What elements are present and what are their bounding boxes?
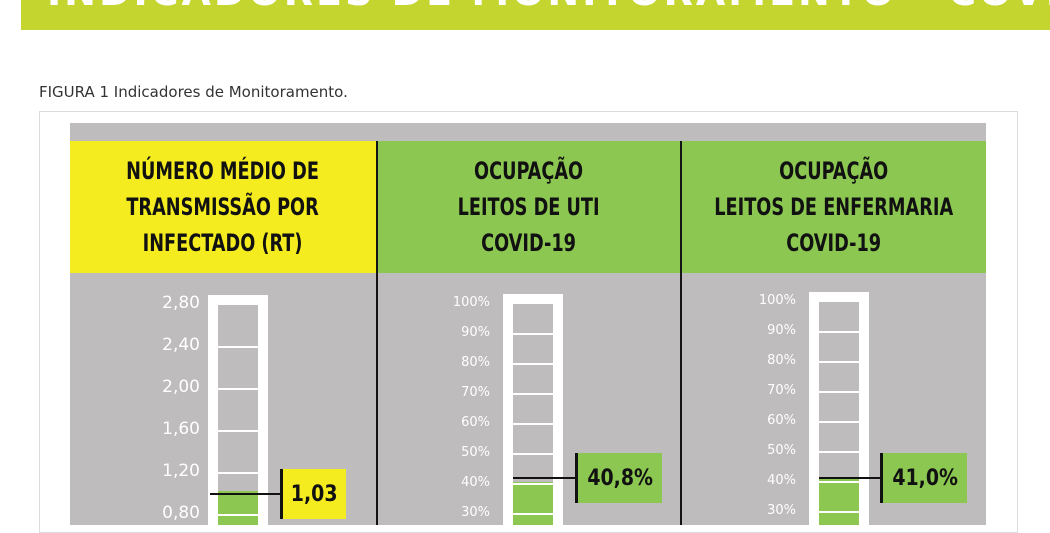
header-line: OCUPAÇÃO: [779, 157, 889, 185]
header-line: INFECTADO (RT): [143, 229, 303, 257]
header-line: NÚMERO MÉDIO DE: [126, 157, 320, 185]
gauge-tick-label: 70%: [767, 383, 796, 398]
gauge-value-label: 41,0%: [892, 465, 958, 491]
header-line: TRANSMISSÃO POR: [126, 193, 320, 221]
gauge-rung: [819, 361, 859, 363]
header-line: LEITOS DE ENFERMARIA: [714, 193, 954, 221]
banner-title: INDICADORES DE MONITORAMENTO - COVID-19 …: [47, 0, 1050, 14]
header-line: COVID-19: [481, 229, 577, 257]
gauge-value-box: 40,8%: [578, 453, 662, 503]
header-line: OCUPAÇÃO: [474, 157, 584, 185]
figure-caption: FIGURA 1 Indicadores de Monitoramento.: [39, 83, 348, 101]
gauge-fill: [218, 490, 258, 525]
gauge-inner: [218, 305, 258, 525]
gauge-tick-label: 30%: [767, 503, 796, 518]
gauge-rung: [513, 483, 553, 485]
gauge-pointer: [210, 493, 283, 495]
gauge-tick-label: 40%: [767, 473, 796, 488]
gauge-value-label: 1,03: [291, 481, 338, 507]
panel-enfermaria-header: OCUPAÇÃO LEITOS DE ENFERMARIA COVID-19: [682, 141, 986, 273]
gauge-tick-label: 80%: [461, 355, 490, 370]
gauge-rung: [513, 453, 553, 455]
gauge-tick-label: 1,20: [162, 461, 200, 481]
gauge-rung: [819, 331, 859, 333]
gauge-tick-label: 2,80: [162, 293, 200, 313]
gauge-rung: [218, 472, 258, 474]
panel-divider: [680, 141, 682, 525]
gauge-rung: [819, 451, 859, 453]
gauge-tick-label: 50%: [767, 443, 796, 458]
gauge-tick-label: 100%: [452, 295, 490, 310]
panel-divider: [376, 141, 378, 525]
gauge-tick-label: 30%: [461, 505, 490, 520]
gauge-pointer: [819, 477, 883, 479]
gauge-fill: [513, 481, 553, 525]
gauge-pointer: [513, 477, 578, 479]
gauge-tick-label: 2,40: [162, 335, 200, 355]
gauge-tick-label: 2,00: [162, 377, 200, 397]
panel-rt: NÚMERO MÉDIO DE TRANSMISSÃO POR INFECTAD…: [70, 141, 376, 525]
panel-rt-header: NÚMERO MÉDIO DE TRANSMISSÃO POR INFECTAD…: [70, 141, 376, 273]
gauge-tick-label: 60%: [767, 413, 796, 428]
gauge-rung: [218, 346, 258, 348]
gauge-rung: [819, 511, 859, 513]
header-line: LEITOS DE UTI: [457, 193, 600, 221]
page-banner: INDICADORES DE MONITORAMENTO - COVID-19 …: [21, 0, 1050, 30]
gauge-rung: [218, 388, 258, 390]
gauge-rung: [513, 423, 553, 425]
gauge-tick-label: 0,80: [162, 503, 200, 523]
gauge-rung: [819, 391, 859, 393]
gauge-value-label: 40,8%: [587, 465, 653, 491]
header-line: COVID-19: [786, 229, 882, 257]
gauge-value-box: 41,0%: [883, 453, 967, 503]
gauge-value-box: 1,03: [283, 469, 346, 519]
gauge-pointer-bar: [575, 453, 578, 503]
gauge-pointer-bar: [880, 453, 883, 503]
gauge-tick-label: 90%: [767, 323, 796, 338]
gauge-tick-label: 70%: [461, 385, 490, 400]
gauge-rung: [513, 363, 553, 365]
panel-uti: OCUPAÇÃO LEITOS DE UTI COVID-19: [378, 141, 680, 525]
panel-enfermaria: OCUPAÇÃO LEITOS DE ENFERMARIA COVID-19: [682, 141, 986, 525]
gauge-tick-label: 90%: [461, 325, 490, 340]
gauge-rung: [513, 513, 553, 515]
gauge-tick-label: 50%: [461, 445, 490, 460]
gauge-tick-label: 40%: [461, 475, 490, 490]
gauge-tick-label: 100%: [758, 293, 796, 308]
gauge-rung: [819, 421, 859, 423]
panel-uti-header: OCUPAÇÃO LEITOS DE UTI COVID-19: [378, 141, 680, 273]
gauge-rung: [513, 393, 553, 395]
gauge-fill: [819, 479, 859, 525]
gauge-tick-label: 1,60: [162, 419, 200, 439]
gauge-rung: [513, 333, 553, 335]
gauge-tick-label: 60%: [461, 415, 490, 430]
gauge-pointer-bar: [280, 469, 283, 519]
gauge-rung: [218, 430, 258, 432]
gauge-rung: [819, 481, 859, 483]
gauge-tick-label: 80%: [767, 353, 796, 368]
gauge-rung: [218, 514, 258, 516]
